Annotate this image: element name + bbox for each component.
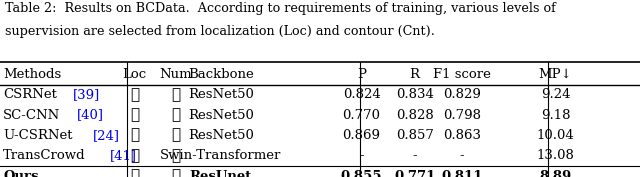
Text: ✗: ✗ [130, 149, 139, 163]
Text: 0.771: 0.771 [394, 170, 435, 177]
Text: 0.863: 0.863 [443, 129, 481, 142]
Text: P: P [357, 68, 366, 81]
Text: ResNet50: ResNet50 [188, 88, 253, 101]
Text: Loc: Loc [122, 68, 147, 81]
Text: SC-CNN: SC-CNN [3, 109, 60, 122]
Text: 0.834: 0.834 [396, 88, 434, 101]
Text: 0.811: 0.811 [442, 170, 483, 177]
Text: 8.89: 8.89 [540, 170, 572, 177]
Text: [41]: [41] [110, 149, 137, 162]
Text: -: - [412, 149, 417, 162]
Text: [40]: [40] [77, 109, 104, 122]
Text: ✗: ✗ [172, 169, 180, 177]
Text: 0.828: 0.828 [396, 109, 433, 122]
Text: Swin-Transformer: Swin-Transformer [160, 149, 282, 162]
Text: R: R [410, 68, 420, 81]
Text: F1 score: F1 score [433, 68, 491, 81]
Text: 0.829: 0.829 [443, 88, 481, 101]
Text: 10.04: 10.04 [537, 129, 574, 142]
Text: Table 2:  Results on BCData.  According to requirements of training, various lev: Table 2: Results on BCData. According to… [5, 2, 556, 15]
Text: 13.08: 13.08 [536, 149, 575, 162]
Text: ✓: ✓ [130, 128, 139, 142]
Text: Backbone: Backbone [188, 68, 253, 81]
Text: ✓: ✓ [172, 128, 180, 142]
Text: -: - [359, 149, 364, 162]
Text: ✓: ✓ [130, 108, 139, 122]
Text: 9.24: 9.24 [541, 88, 570, 101]
Text: TransCrowd: TransCrowd [3, 149, 86, 162]
Text: 0.824: 0.824 [343, 88, 380, 101]
Text: 0.869: 0.869 [342, 129, 381, 142]
Text: ResNet50: ResNet50 [188, 109, 253, 122]
Text: 0.855: 0.855 [341, 170, 382, 177]
Text: ✓: ✓ [130, 88, 139, 102]
Text: Ours: Ours [3, 170, 38, 177]
Text: 0.798: 0.798 [443, 109, 481, 122]
Text: [24]: [24] [93, 129, 120, 142]
Text: 0.770: 0.770 [342, 109, 381, 122]
Text: U-CSRNet: U-CSRNet [3, 129, 73, 142]
Text: CSRNet: CSRNet [3, 88, 57, 101]
Text: 9.18: 9.18 [541, 109, 570, 122]
Text: -: - [460, 149, 465, 162]
Text: ✓: ✓ [172, 88, 180, 102]
Text: ✓: ✓ [172, 149, 180, 163]
Text: MP↓: MP↓ [539, 68, 572, 81]
Text: ResUnet: ResUnet [189, 170, 252, 177]
Text: ✓: ✓ [172, 108, 180, 122]
Text: supervision are selected from localization (Loc) and contour (Cnt).: supervision are selected from localizati… [5, 25, 435, 38]
Text: ✗: ✗ [130, 169, 139, 177]
Text: [39]: [39] [73, 88, 100, 101]
Text: Num: Num [160, 68, 192, 81]
Text: ResNet50: ResNet50 [188, 129, 253, 142]
Text: 0.857: 0.857 [396, 129, 434, 142]
Text: Methods: Methods [3, 68, 61, 81]
